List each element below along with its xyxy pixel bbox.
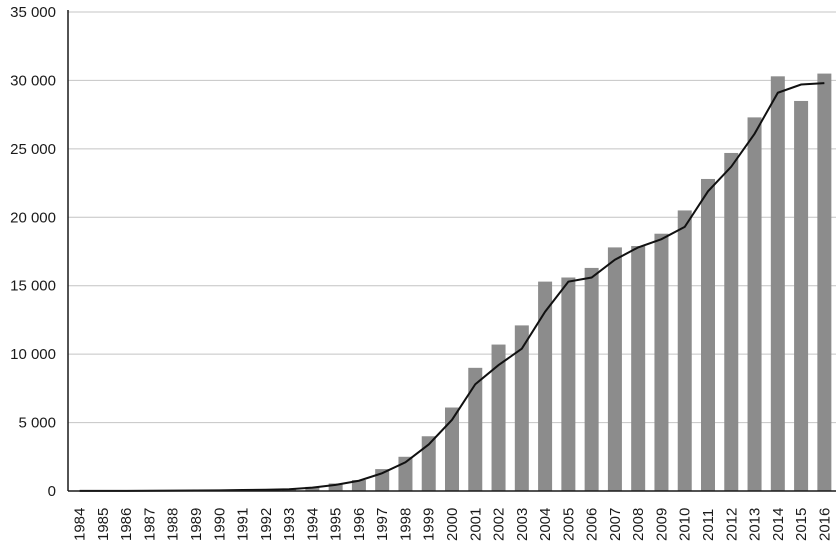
gridlines — [68, 11, 836, 424]
x-tick-label: 1986 — [118, 508, 135, 541]
bar — [561, 277, 576, 491]
x-tick-label: 2007 — [607, 508, 624, 541]
y-tick-label: 35 000 — [10, 4, 56, 21]
x-tick-labels: 1984 1985 1986 1987 1988 1989 1990 1991 1992 1993… — [72, 508, 834, 541]
x-tick-label: 2004 — [537, 508, 554, 541]
x-tick-label: 2016 — [816, 508, 833, 541]
y-tick-label: 20 000 — [10, 209, 56, 226]
y-tick-label: 0 — [48, 483, 56, 500]
x-tick-label: 2008 — [630, 508, 647, 541]
bar — [514, 325, 529, 491]
bar — [538, 281, 553, 491]
bar — [584, 267, 599, 491]
x-tick-label: 1994 — [304, 508, 321, 541]
x-tick-label: 2001 — [467, 508, 484, 541]
x-tick-label: 2013 — [747, 508, 764, 541]
axes — [67, 10, 836, 492]
x-tick-label: 1987 — [141, 508, 158, 541]
bar — [701, 178, 715, 492]
x-tick-label: 1998 — [397, 508, 414, 541]
x-tick-label: 1988 — [165, 508, 182, 541]
bar — [445, 407, 459, 491]
bar — [794, 100, 809, 491]
bar — [305, 486, 320, 491]
bar — [654, 233, 669, 492]
x-tick-label: 2014 — [770, 508, 787, 541]
x-tick-label: 1996 — [351, 508, 368, 541]
x-tick-label: 2000 — [444, 508, 461, 541]
x-tick-label: 2015 — [793, 508, 810, 541]
y-tick-label: 5 000 — [18, 415, 56, 432]
bar — [747, 117, 762, 491]
y-tick-label: 10 000 — [10, 346, 56, 363]
bar — [770, 76, 785, 491]
x-tick-label: 1984 — [72, 508, 89, 541]
bars — [72, 73, 832, 492]
y-tick-label: 25 000 — [10, 141, 56, 158]
x-tick-label: 2011 — [700, 509, 717, 541]
x-tick-label: 2002 — [491, 508, 508, 541]
x-tick-label: 1990 — [211, 508, 228, 541]
x-tick-label: 2010 — [677, 508, 694, 541]
x-tick-label: 1992 — [258, 508, 275, 541]
bar — [491, 344, 506, 491]
y-tick-label: 15 000 — [10, 278, 56, 295]
bar — [351, 480, 366, 491]
x-tick-label: 1997 — [374, 508, 391, 541]
x-tick-label: 1995 — [328, 508, 345, 541]
y-tick-labels: 0 5 000 10 000 15 000 20 000 25 000 30 000 35 0… — [10, 4, 56, 500]
bar — [398, 456, 413, 491]
x-tick-label: 2012 — [723, 508, 740, 541]
x-tick-label: 1991 — [235, 508, 252, 541]
bar — [631, 246, 646, 491]
x-tick-label: 1985 — [95, 508, 112, 541]
bar — [328, 483, 343, 491]
x-tick-label: 2006 — [584, 508, 601, 541]
bar — [724, 152, 739, 491]
bar — [468, 367, 483, 491]
bar — [421, 436, 436, 491]
bar — [607, 247, 622, 491]
x-tick-label: 2009 — [653, 508, 670, 541]
x-tick-label: 2003 — [514, 508, 531, 541]
x-tick-label: 2005 — [560, 508, 577, 541]
x-tick-label: 1999 — [421, 508, 438, 541]
x-tick-label: 1993 — [281, 508, 298, 541]
bar — [677, 210, 692, 491]
x-tick-label: 1989 — [188, 508, 205, 541]
y-tick-label: 30 000 — [10, 72, 56, 89]
bar — [817, 73, 832, 491]
